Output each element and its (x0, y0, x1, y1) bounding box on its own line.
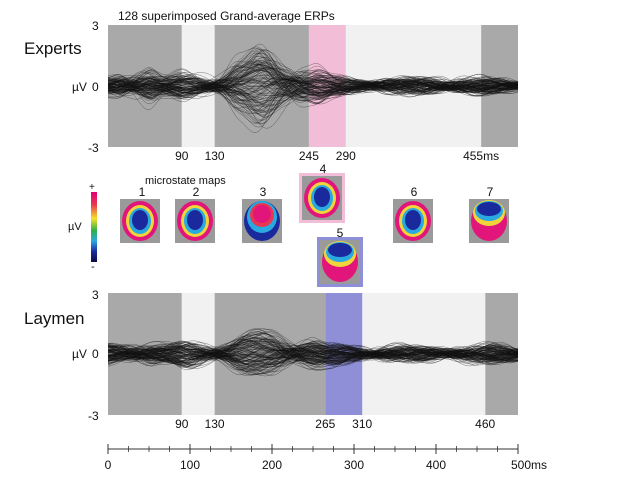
microstate-label: 1 (139, 185, 146, 199)
experts-erp-traces (108, 43, 518, 133)
experts-erp-trace (108, 64, 518, 95)
experts-erp-trace (108, 65, 518, 128)
experts-erp-trace (108, 62, 518, 99)
experts-y-unit: µV (72, 80, 87, 94)
microstate-label: 2 (193, 185, 200, 199)
colorbar-unit: µV (68, 221, 82, 233)
experts-ytick-bottom: -3 (88, 141, 99, 155)
time-axis-tick-label: 0 (105, 458, 112, 472)
laymen-ytick-bottom: -3 (88, 409, 99, 423)
laymen-erp-traces (108, 328, 518, 377)
experts-erp-trace (108, 72, 518, 125)
laymen-erp-trace (108, 338, 518, 365)
scalp-negative-core (187, 210, 203, 230)
laymen-boundary-label: 130 (205, 417, 225, 431)
microstate-map (242, 199, 282, 243)
experts-erp-trace (108, 79, 518, 93)
laymen-ytick-top: 3 (92, 288, 99, 302)
scalp-negative-core (477, 202, 501, 216)
microstate-label: 5 (337, 226, 344, 240)
scalp-negative-core (132, 210, 148, 230)
time-axis-tick-label: 400 (426, 458, 446, 472)
laymen-erp-trace (108, 344, 518, 368)
scalp-positive-core (253, 205, 271, 223)
time-axis-tick-label: 100 (180, 458, 200, 472)
laymen-erp-trace (108, 348, 518, 360)
microstate-map (175, 199, 215, 243)
figure-title: 128 superimposed Grand-average ERPs (118, 9, 335, 23)
laymen-boundary-label: 265 (315, 417, 335, 431)
laymen-boundary-label: 310 (352, 417, 372, 431)
colorbar-plus: + (89, 182, 95, 193)
experts-label: Experts (24, 39, 82, 58)
colorbar (91, 192, 97, 262)
experts-boundary-label: 245 (299, 149, 319, 163)
laymen-boundary-label: 90 (175, 417, 189, 431)
experts-boundary-labels: 90 130 245 290 455ms (175, 149, 499, 163)
laymen-panel: Laymen 3 µV 0 -3 90 130 265 310 460 (24, 288, 518, 431)
microstate-title: microstate maps (145, 175, 226, 187)
experts-erp-trace (108, 67, 518, 95)
microstate-map (393, 199, 433, 243)
laymen-erp-trace (108, 348, 518, 363)
laymen-erp-trace (108, 332, 518, 369)
microstate-map (469, 199, 509, 243)
laymen-erp-trace (108, 344, 518, 361)
laymen-boundary-label: 460 (475, 417, 495, 431)
time-axis-tick-label: 500ms (511, 458, 547, 472)
microstate-map (320, 240, 360, 284)
experts-boundary-label: 130 (205, 149, 225, 163)
laymen-label: Laymen (24, 309, 84, 328)
time-axis-tick-label: 200 (262, 458, 282, 472)
experts-boundary-label: 90 (175, 149, 189, 163)
laymen-y-unit: µV (72, 347, 87, 361)
experts-erp-trace (108, 66, 518, 97)
microstate-map (302, 176, 342, 220)
microstate-section: microstate maps + µV - 1 2 3 4 5 6 7 (68, 162, 509, 287)
time-axis-tick-label: 300 (344, 458, 364, 472)
colorbar-minus: - (91, 261, 95, 273)
experts-erp-trace (108, 79, 518, 101)
microstate-maps: 1 2 3 4 5 6 7 (120, 162, 509, 287)
microstate-map (120, 199, 160, 243)
laymen-erp-trace (108, 345, 518, 361)
experts-ytick-zero: 0 (92, 80, 99, 94)
experts-erp-trace (108, 78, 518, 96)
experts-ytick-top: 3 (92, 19, 99, 33)
laymen-erp-trace (108, 343, 518, 365)
scalp-negative-core (405, 210, 421, 230)
microstate-label: 6 (411, 185, 418, 199)
experts-erp-trace (108, 48, 518, 105)
laymen-erp-trace (108, 334, 518, 367)
laymen-ytick-zero: 0 (92, 347, 99, 361)
experts-erp-trace (108, 79, 518, 97)
scalp-negative-core (328, 243, 352, 257)
scalp-negative-core (314, 187, 330, 207)
experts-erp-trace (108, 68, 518, 96)
experts-erp-trace (108, 69, 518, 114)
laymen-erp-trace (108, 346, 518, 361)
time-axis: 0 100 200 300 400 500ms (105, 444, 547, 472)
laymen-erp-trace (108, 345, 518, 365)
laymen-boundary-labels: 90 130 265 310 460 (175, 417, 495, 431)
laymen-erp-trace (108, 348, 518, 365)
experts-boundary-label: 455ms (463, 149, 499, 163)
microstate-label: 7 (487, 185, 494, 199)
laymen-erp-trace (108, 339, 518, 366)
experts-erp-trace (108, 77, 518, 93)
microstate-label: 3 (260, 185, 267, 199)
microstate-label: 4 (320, 162, 327, 176)
experts-panel: Experts 3 µV 0 -3 90 130 245 290 455ms (24, 19, 518, 163)
laymen-erp-trace (108, 342, 518, 375)
experts-boundary-label: 290 (336, 149, 356, 163)
